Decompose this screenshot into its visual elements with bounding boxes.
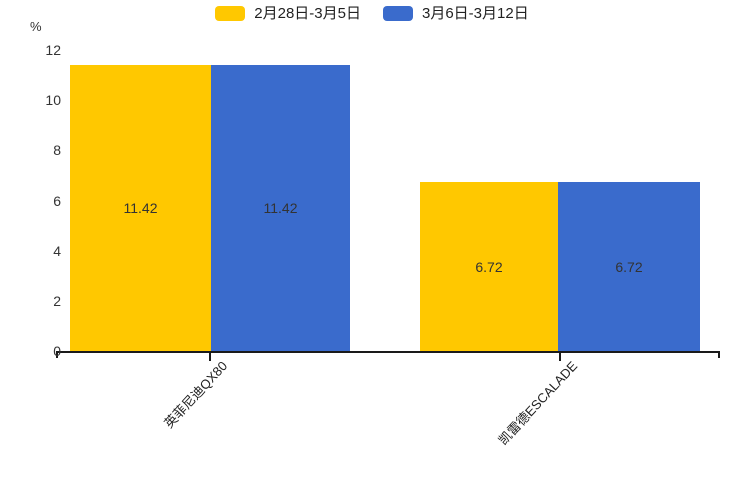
x-axis-category-label: 英菲尼迪QX80	[161, 358, 231, 431]
bar-series-2[interactable]: 6.72	[558, 182, 700, 351]
y-axis-tick-label: 4	[53, 242, 61, 259]
y-axis-tick-label: 10	[45, 92, 61, 109]
y-axis-tick-label: 2	[53, 292, 61, 309]
chart-legend: 2月28日-3月5日 3月6日-3月12日	[0, 6, 744, 21]
plot-area: 12 10 8 6 4 2 0 11.42 11.42 英菲尼迪QX80 6.72 6.72 凯雷德ES…	[45, 43, 720, 448]
bar-value-label: 11.42	[263, 199, 298, 216]
x-axis-left-cap	[56, 351, 58, 358]
bar-value-label: 6.72	[615, 258, 643, 275]
legend-label-series-1: 2月28日-3月5日	[254, 5, 361, 22]
y-axis-unit-label: %	[30, 19, 42, 34]
bar-series-1[interactable]: 11.42	[70, 64, 211, 351]
bar-value-label: 6.72	[475, 258, 503, 275]
legend-item-series-2[interactable]: 3月6日-3月12日	[383, 6, 529, 21]
legend-swatch-blue	[383, 6, 413, 21]
y-axis-tick-label: 8	[53, 142, 61, 159]
bar-series-1[interactable]: 6.72	[420, 182, 558, 351]
y-axis-tick-label: 12	[45, 42, 61, 58]
y-axis-tick-label: 0	[53, 343, 61, 359]
x-axis-category-label: 凯雷德ESCALADE	[495, 358, 581, 448]
bar-series-2[interactable]: 11.42	[211, 64, 350, 351]
x-axis-tick	[209, 353, 211, 361]
legend-swatch-yellow	[215, 6, 246, 21]
y-axis-tick-label: 6	[53, 192, 61, 209]
legend-label-series-2: 3月6日-3月12日	[422, 5, 529, 22]
x-axis-tick	[559, 353, 561, 361]
x-axis-right-cap	[718, 351, 720, 358]
bar-value-label: 11.42	[123, 199, 158, 216]
x-axis-line	[56, 351, 720, 353]
legend-item-series-1[interactable]: 2月28日-3月5日	[215, 6, 361, 21]
